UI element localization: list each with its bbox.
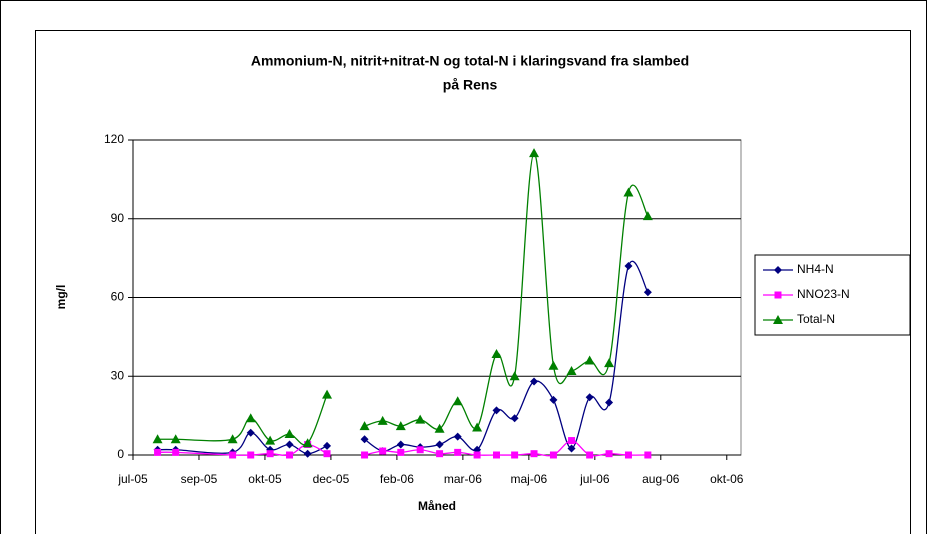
y-tick-label: 0 [117,447,124,461]
data-point [286,451,294,459]
data-point [285,440,294,449]
data-point [548,360,559,370]
data-point [266,450,274,458]
data-point [549,451,557,459]
data-point [585,393,594,402]
x-tick-label: mar-06 [444,472,482,486]
data-point [229,451,237,459]
data-point [452,396,463,406]
y-tick-label: 60 [111,290,125,304]
data-point [322,389,333,399]
data-point [549,395,558,404]
data-point [359,421,370,431]
data-point [303,449,312,458]
data-point [379,447,387,455]
x-tick-label: jul-06 [579,472,610,486]
data-point [323,450,331,458]
data-point [247,451,255,459]
x-tick-label: aug-06 [642,472,680,486]
data-point [436,450,444,458]
chart-title: på Rens [443,77,498,93]
data-point [397,448,405,456]
data-point [624,451,632,459]
data-point [265,435,276,445]
data-point [377,415,388,425]
data-point [774,266,782,274]
data-point [529,148,540,158]
data-point [493,451,501,459]
data-point [434,423,445,433]
data-point [154,448,162,456]
data-point [644,451,652,459]
data-point [491,348,502,358]
data-point [416,446,424,454]
data-point [530,377,539,386]
data-point [510,414,519,423]
legend-label: NNO23-N [797,287,850,301]
data-point [642,211,653,221]
data-point [511,451,519,459]
data-point [492,406,501,415]
data-point [170,434,181,444]
data-point [435,440,444,449]
data-point [568,437,576,445]
data-point [245,413,256,423]
data-point [323,441,332,450]
data-point [284,429,295,438]
y-tick-label: 90 [111,211,125,225]
x-tick-label: okt-05 [248,472,282,486]
x-axis-title: Måned [418,499,456,513]
y-tick-label: 30 [111,368,125,382]
x-tick-label: dec-05 [313,472,350,486]
y-axis-title: mg/l [54,285,68,310]
data-point [172,448,180,456]
x-tick-label: jul-05 [117,472,148,486]
data-point [360,435,369,444]
data-point [472,422,483,432]
x-tick-label: sep-05 [181,472,218,486]
data-point [453,432,462,441]
legend-label: Total-N [797,312,835,326]
data-point [395,421,406,431]
data-point [473,451,481,459]
y-tick-label: 120 [104,132,124,146]
data-point [415,414,426,424]
data-point [584,355,595,365]
data-point [454,448,462,456]
data-point [773,315,783,324]
data-point [509,371,520,381]
data-point [605,450,613,458]
x-tick-label: feb-06 [380,472,414,486]
data-point [567,444,576,453]
chart-title: Ammonium-N, nitrit+nitrat-N og total-N i… [251,53,689,69]
data-point [624,262,633,270]
data-point [246,428,255,437]
data-point [361,451,369,459]
data-point [396,440,405,449]
x-tick-label: maj-06 [511,472,548,486]
data-point [586,451,594,459]
data-point [227,434,238,444]
legend-label: NH4-N [797,262,834,276]
data-point [530,450,538,458]
data-point [604,358,615,368]
data-point [152,434,163,444]
data-point [623,187,634,197]
data-point [566,366,577,375]
data-point [605,398,614,407]
x-tick-label: okt-06 [710,472,744,486]
data-point [643,288,652,297]
data-point [774,291,782,299]
data-point [302,438,313,448]
